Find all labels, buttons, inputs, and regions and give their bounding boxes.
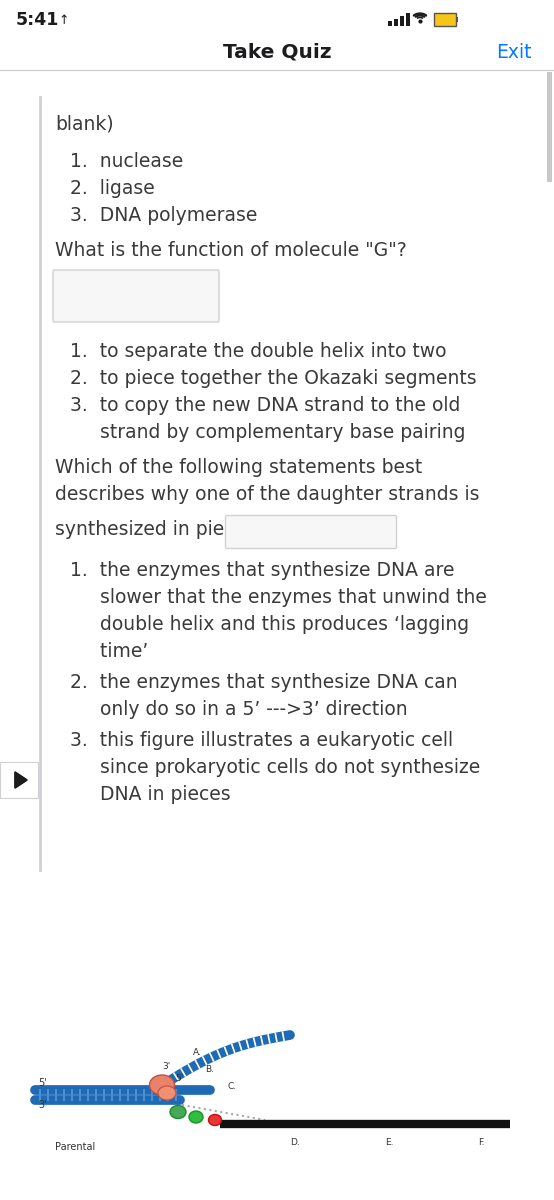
Bar — [400, 16, 404, 26]
Text: D.: D. — [290, 1138, 300, 1147]
Bar — [394, 19, 398, 26]
Text: 1.  the enzymes that synthesize DNA are: 1. the enzymes that synthesize DNA are — [70, 560, 454, 580]
Text: 3.  to copy the new DNA strand to the old: 3. to copy the new DNA strand to the old — [70, 396, 460, 415]
Bar — [388, 20, 392, 26]
Text: slower that the enzymes that unwind the: slower that the enzymes that unwind the — [70, 588, 487, 607]
Text: Take Quiz: Take Quiz — [223, 42, 331, 61]
Text: 3': 3' — [38, 1100, 47, 1110]
Text: Exit: Exit — [496, 42, 532, 61]
Text: double helix and this produces ‘lagging: double helix and this produces ‘lagging — [70, 614, 469, 634]
Ellipse shape — [170, 1105, 186, 1118]
Bar — [0, 762, 38, 798]
Text: 5': 5' — [175, 1074, 183, 1082]
Text: Parental: Parental — [55, 1142, 95, 1152]
Polygon shape — [15, 772, 27, 788]
Bar — [434, 13, 456, 26]
Text: 5:41: 5:41 — [16, 11, 59, 29]
Ellipse shape — [158, 1086, 176, 1100]
FancyBboxPatch shape — [53, 270, 219, 322]
Text: describes why one of the daughter strands is: describes why one of the daughter strand… — [55, 485, 480, 504]
Text: blank): blank) — [55, 115, 114, 134]
Text: 3': 3' — [162, 1062, 170, 1070]
Polygon shape — [15, 772, 27, 788]
Text: C.: C. — [228, 1082, 237, 1091]
Ellipse shape — [208, 1115, 222, 1126]
FancyBboxPatch shape — [225, 516, 397, 548]
Text: 2.  ligase: 2. ligase — [70, 179, 155, 198]
Bar — [547, 72, 552, 182]
Text: 1.  nuclease: 1. nuclease — [70, 152, 183, 170]
Text: 2.  the enzymes that synthesize DNA can: 2. the enzymes that synthesize DNA can — [70, 673, 458, 692]
Text: time’: time’ — [70, 642, 148, 661]
Text: What is the function of molecule "G"?: What is the function of molecule "G"? — [55, 241, 407, 260]
Text: 2.  to piece together the Okazaki segments: 2. to piece together the Okazaki segment… — [70, 370, 476, 388]
Text: DNA in pieces: DNA in pieces — [70, 785, 230, 804]
Text: ↑: ↑ — [58, 13, 69, 26]
Text: Which of the following statements best: Which of the following statements best — [55, 458, 422, 476]
Text: 5': 5' — [38, 1078, 47, 1088]
Text: strand by complementary base pairing: strand by complementary base pairing — [70, 422, 465, 442]
Text: since prokaryotic cells do not synthesize: since prokaryotic cells do not synthesiz… — [70, 758, 480, 778]
Text: E.: E. — [385, 1138, 393, 1147]
Ellipse shape — [150, 1075, 175, 1094]
Text: F.: F. — [478, 1138, 485, 1147]
Bar — [456, 17, 458, 22]
Text: B.: B. — [205, 1066, 214, 1074]
Bar — [406, 13, 410, 26]
Text: 3.  DNA polymerase: 3. DNA polymerase — [70, 206, 258, 226]
Text: 1.  to separate the double helix into two: 1. to separate the double helix into two — [70, 342, 447, 361]
Text: synthesized in pieces?: synthesized in pieces? — [55, 520, 266, 539]
Text: only do so in a 5’ --->3’ direction: only do so in a 5’ --->3’ direction — [70, 700, 408, 719]
Text: 3.  this figure illustrates a eukaryotic cell: 3. this figure illustrates a eukaryotic … — [70, 731, 453, 750]
Text: A.: A. — [193, 1048, 202, 1057]
Ellipse shape — [189, 1111, 203, 1123]
